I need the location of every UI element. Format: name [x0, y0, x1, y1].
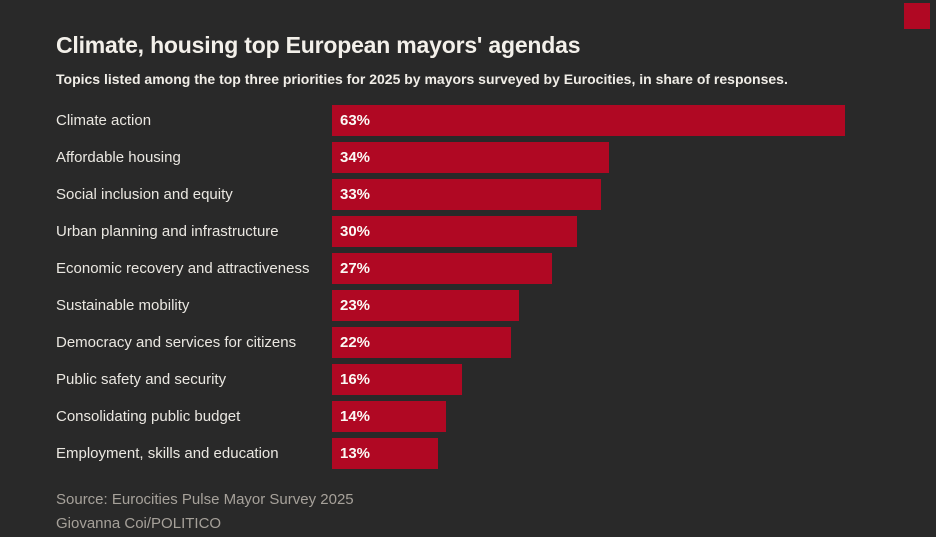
- bar: 16%: [332, 364, 463, 395]
- chart-row: Climate action 63%: [56, 105, 916, 136]
- bar: 23%: [332, 290, 520, 321]
- bar: 63%: [332, 105, 846, 136]
- value-label: 22%: [340, 334, 371, 351]
- value-label: 27%: [340, 260, 371, 277]
- chart-row: Sustainable mobility 23%: [56, 290, 916, 321]
- chart-subtitle: Topics listed among the top three priori…: [56, 71, 788, 87]
- category-label: Democracy and services for citizens: [56, 334, 297, 351]
- category-label: Economic recovery and attractiveness: [56, 260, 310, 277]
- bar: 30%: [332, 216, 577, 247]
- category-label: Affordable housing: [56, 149, 181, 166]
- bar: 27%: [332, 253, 553, 284]
- chart-footer: Source: Eurocities Pulse Mayor Survey 20…: [56, 488, 354, 536]
- bar: 13%: [332, 438, 438, 469]
- credit-note: Giovanna Coi/POLITICO: [56, 515, 222, 532]
- value-label: 63%: [340, 112, 371, 129]
- value-label: 34%: [340, 149, 371, 166]
- category-label: Urban planning and infrastructure: [56, 223, 279, 240]
- chart-row: Economic recovery and attractiveness 27%: [56, 253, 916, 284]
- bar: 34%: [332, 142, 610, 173]
- brand-mark-red-square: [904, 3, 930, 29]
- value-label: 23%: [340, 297, 371, 314]
- category-label: Consolidating public budget: [56, 408, 241, 425]
- category-label: Employment, skills and education: [56, 445, 279, 462]
- chart-row: Social inclusion and equity 33%: [56, 179, 916, 210]
- category-label: Climate action: [56, 112, 152, 129]
- chart-row: Consolidating public budget 14%: [56, 401, 916, 432]
- bar: 14%: [332, 401, 447, 432]
- value-label: 30%: [340, 223, 371, 240]
- category-label: Sustainable mobility: [56, 297, 190, 314]
- source-note: Source: Eurocities Pulse Mayor Survey 20…: [56, 491, 354, 508]
- bar-chart: Climate action 63% Affordable housing 34% So…: [56, 105, 916, 475]
- value-label: 33%: [340, 186, 371, 203]
- value-label: 16%: [340, 371, 371, 388]
- chart-row: Affordable housing 34%: [56, 142, 916, 173]
- chart-row: Urban planning and infrastructure 30%: [56, 216, 916, 247]
- category-label: Social inclusion and equity: [56, 186, 233, 203]
- chart-row: Democracy and services for citizens 22%: [56, 327, 916, 358]
- value-label: 13%: [340, 445, 371, 462]
- bar: 33%: [332, 179, 601, 210]
- chart-row: Public safety and security 16%: [56, 364, 916, 395]
- chart-title: Climate, housing top European mayors' ag…: [56, 32, 581, 58]
- bar: 22%: [332, 327, 512, 358]
- chart-row: Employment, skills and education 13%: [56, 438, 916, 469]
- value-label: 14%: [340, 408, 371, 425]
- category-label: Public safety and security: [56, 371, 227, 388]
